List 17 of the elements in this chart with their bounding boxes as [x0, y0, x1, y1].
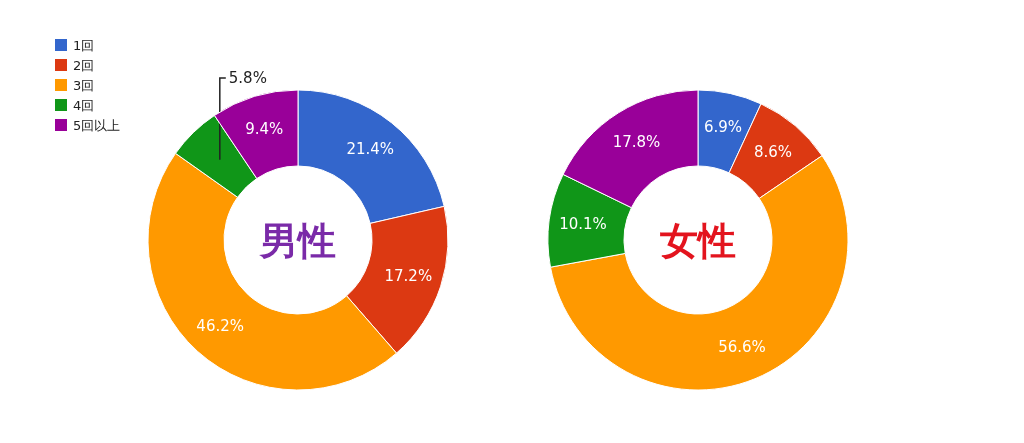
legend-label: 2回 — [73, 58, 95, 73]
legend-label: 3回 — [73, 78, 95, 93]
data-label: 17.2% — [384, 266, 433, 285]
data-label: 21.4% — [346, 140, 395, 159]
data-label: 56.6% — [718, 338, 766, 357]
data-label: 6.9% — [703, 117, 742, 136]
text: 女性 — [660, 219, 736, 263]
legend-label: 5回以上 — [73, 118, 121, 133]
legend-label: 4回 — [73, 98, 95, 113]
data-label: 10.1% — [559, 215, 607, 234]
data-label: 5.8% — [228, 69, 267, 87]
data-label: 8.6% — [754, 142, 793, 161]
legend-label: 1回 — [73, 38, 95, 53]
text: 男性 — [259, 219, 336, 263]
data-label: 17.8% — [612, 132, 661, 151]
data-label: 9.4% — [245, 120, 284, 139]
data-label: 46.2% — [196, 317, 245, 336]
